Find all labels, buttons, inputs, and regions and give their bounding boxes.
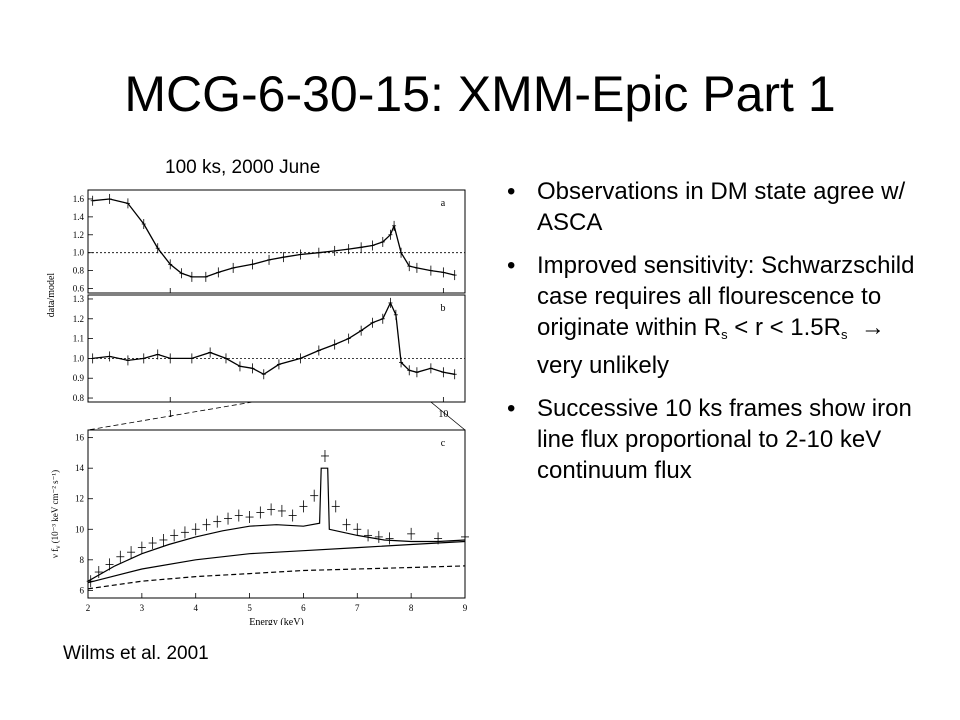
- panel-frame: [87, 189, 466, 294]
- bullet-text: very unlikely: [537, 352, 670, 379]
- bullet-item: • Observations in DM state agree w/ ASCA: [507, 176, 927, 238]
- figure-credit: Wilms et al. 2001: [63, 643, 209, 664]
- x-tick-label: 10: [438, 409, 448, 420]
- panel-label: b: [441, 303, 446, 314]
- spectrum-figure: 1.6 1.4 1.2 1.0 0.8 0.6 a data/model 1.3 1.2 1.1 1.…: [40, 180, 475, 628]
- x-axis-label: Energy (keV): [249, 617, 304, 625]
- y-tick-label: 6: [80, 585, 85, 595]
- figure-caption: 100 ks, 2000 June: [165, 157, 321, 178]
- bullet-dot: •: [507, 252, 516, 279]
- y-axis-label: ν fν (10⁻³ keV cm⁻² s⁻¹): [50, 470, 62, 558]
- x-tick-label: 5: [247, 603, 252, 613]
- panel-frame: [87, 294, 466, 403]
- y-tick-label: 8: [80, 555, 85, 565]
- bullet-text: < r < 1.5R: [727, 314, 841, 341]
- x-tick-label: 9: [463, 603, 468, 613]
- y-tick-label: 10: [75, 524, 85, 534]
- y-tick-label: 1.1: [73, 334, 84, 344]
- x-tick-label: 3: [140, 603, 145, 613]
- panel-frame: [87, 429, 466, 599]
- y-tick-label: 1.0: [73, 353, 85, 363]
- x-tick-label: 6: [301, 603, 306, 613]
- subscript-s: s: [840, 327, 848, 342]
- slide-title: MCG-6-30-15: XMM-Epic Part 1: [124, 66, 836, 122]
- y-axis-label: data/model: [46, 273, 57, 318]
- bullet-list: • Observations in DM state agree w/ ASCA…: [507, 176, 927, 498]
- zoom-connector: [430, 401, 466, 431]
- y-tick-label: 0.9: [73, 373, 85, 383]
- bullet-item: • Improved sensitivity: Schwarzschild ca…: [507, 250, 927, 381]
- right-arrow-icon: →: [860, 314, 885, 341]
- zoom-connector: [87, 401, 253, 431]
- model-dashed-line: [87, 565, 466, 590]
- bullet-dot: •: [507, 395, 516, 422]
- y-tick-label: 12: [75, 494, 84, 504]
- y-tick-label: 1.0: [73, 248, 85, 258]
- y-tick-label: 14: [75, 463, 85, 473]
- y-tick-label: 1.2: [73, 314, 84, 324]
- bullet-dot: •: [507, 178, 516, 205]
- x-tick-label: 2: [86, 603, 91, 613]
- subscript-s: s: [721, 327, 728, 342]
- x-tick-label: 8: [409, 603, 414, 613]
- x-tick-label: 4: [193, 603, 198, 613]
- y-tick-label: 1.4: [73, 212, 85, 222]
- bullet-item: • Successive 10 ks frames show iron line…: [507, 393, 927, 486]
- y-tick-label: 1.2: [73, 230, 84, 240]
- bullet-text: Improved sensitivity: Schwarzschild case…: [537, 252, 915, 341]
- y-tick-label: 0.8: [73, 393, 85, 403]
- data-trace: [92, 301, 455, 376]
- spectrum-figure-svg: 1.6 1.4 1.2 1.0 0.8 0.6 a data/model 1.3 1.2 1.1 1.…: [46, 189, 469, 628]
- bullet-text: Observations in DM state agree w/ ASCA: [537, 178, 906, 236]
- model-total-line: [87, 467, 466, 582]
- panel-label: a: [441, 198, 446, 209]
- data-trace: [92, 198, 455, 278]
- panel-label: c: [441, 438, 446, 449]
- y-tick-label: 1.3: [73, 294, 85, 304]
- bullet-text: Successive 10 ks frames show iron line f…: [537, 395, 912, 484]
- x-tick-label: 7: [355, 603, 360, 613]
- y-tick-label: 0.6: [73, 284, 85, 294]
- y-tick-label: 16: [75, 433, 85, 443]
- y-tick-label: 0.8: [73, 266, 85, 276]
- y-tick-label: 1.6: [73, 194, 85, 204]
- x-tick-label: 1: [168, 409, 173, 420]
- model-continuum-line: [87, 540, 466, 584]
